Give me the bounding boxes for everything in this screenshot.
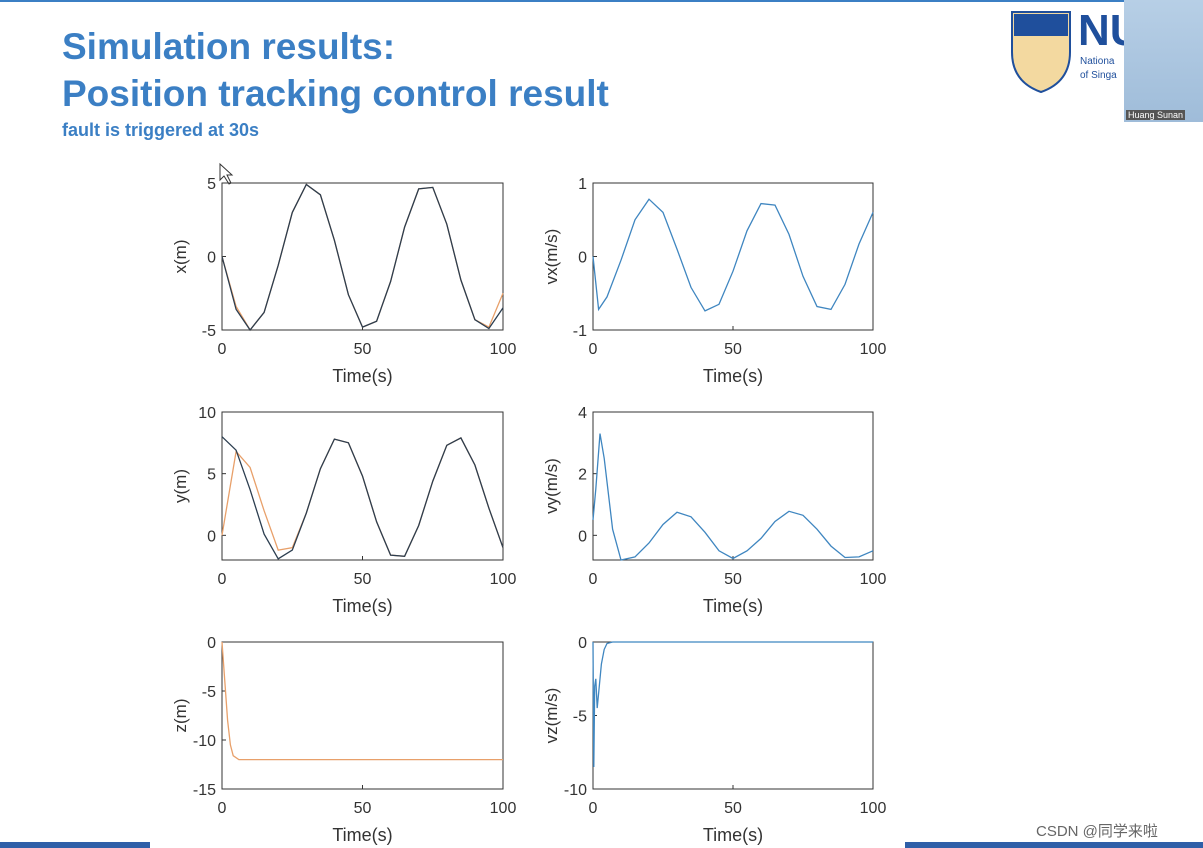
plot-area <box>221 641 504 790</box>
y-axis-label: x(m) <box>171 240 190 274</box>
data-line <box>221 641 503 761</box>
x-axis-label: Time(s) <box>332 366 392 386</box>
data-line <box>221 436 504 560</box>
plot-area <box>221 182 504 331</box>
y-tick-label: -10 <box>564 782 587 799</box>
y-tick-label: 2 <box>578 467 587 484</box>
y-tick-label: 0 <box>207 250 216 267</box>
x-tick-label: 50 <box>354 341 372 358</box>
x-tick-label: 50 <box>724 341 742 358</box>
y-tick-label: 5 <box>207 467 216 484</box>
y-tick-label: 5 <box>207 176 216 193</box>
y-tick-label: 0 <box>207 528 216 545</box>
y-tick-label: 0 <box>578 635 587 652</box>
x-tick-label: 100 <box>490 571 517 588</box>
x-tick-label: 0 <box>589 800 598 817</box>
x-tick-label: 0 <box>218 341 227 358</box>
data-line <box>592 641 873 768</box>
watermark: CSDN @同学来啦 <box>1036 823 1158 840</box>
x-tick-label: 50 <box>724 571 742 588</box>
x-tick-label: 50 <box>724 800 742 817</box>
x-axis-label: Time(s) <box>332 596 392 616</box>
title: Simulation results: <box>62 26 396 67</box>
subtitle: Position tracking control result <box>62 73 609 114</box>
y-tick-label: 10 <box>198 405 216 422</box>
y-tick-label: -5 <box>202 684 216 701</box>
y-axis-label: z(m) <box>171 699 190 733</box>
data-line <box>592 198 874 312</box>
y-axis-label: vz(m/s) <box>542 688 561 744</box>
plot-area <box>592 411 874 561</box>
y-tick-label: 1 <box>578 176 587 193</box>
x-tick-label: 100 <box>490 341 517 358</box>
y-tick-label: 4 <box>578 405 587 422</box>
x-tick-label: 100 <box>860 341 887 358</box>
x-tick-label: 50 <box>354 571 372 588</box>
footer-bar <box>0 842 150 848</box>
x-axis-label: Time(s) <box>703 366 763 386</box>
plot-area <box>592 182 874 331</box>
data-line <box>221 183 504 332</box>
x-axis-label: Time(s) <box>332 825 392 845</box>
cursor <box>219 162 234 185</box>
x-tick-label: 50 <box>354 800 372 817</box>
y-tick-label: -5 <box>202 323 216 340</box>
video-thumbnail <box>1124 0 1203 122</box>
y-tick-label: 0 <box>207 635 216 652</box>
y-tick-label: -1 <box>573 323 587 340</box>
logo-line: Nationa <box>1080 56 1115 67</box>
y-tick-label: 0 <box>578 250 587 267</box>
y-tick-label: -10 <box>193 733 216 750</box>
x-tick-label: 100 <box>860 571 887 588</box>
y-axis-label: y(m) <box>171 469 190 503</box>
footer-bar <box>905 842 1203 848</box>
x-tick-label: 100 <box>490 800 517 817</box>
data-line <box>221 437 504 557</box>
data-line <box>592 433 874 561</box>
y-axis-label: vy(m/s) <box>542 458 561 514</box>
x-tick-label: 0 <box>589 341 598 358</box>
y-tick-label: -5 <box>573 709 587 726</box>
y-tick-label: 0 <box>578 528 587 545</box>
plot-area <box>221 411 504 561</box>
y-axis-label: vx(m/s) <box>542 229 561 285</box>
x-tick-label: 0 <box>589 571 598 588</box>
x-tick-label: 0 <box>218 571 227 588</box>
x-axis-label: Time(s) <box>703 825 763 845</box>
note: fault is triggered at 30s <box>62 120 260 140</box>
data-line <box>221 183 504 332</box>
logo-band <box>1014 14 1068 36</box>
video-label: Huang Sunan <box>1126 110 1186 120</box>
x-tick-label: 100 <box>860 800 887 817</box>
x-axis-label: Time(s) <box>703 596 763 616</box>
logo-line: of Singa <box>1080 70 1117 81</box>
y-tick-label: -15 <box>193 782 216 799</box>
plot-area <box>592 641 874 790</box>
x-tick-label: 0 <box>218 800 227 817</box>
